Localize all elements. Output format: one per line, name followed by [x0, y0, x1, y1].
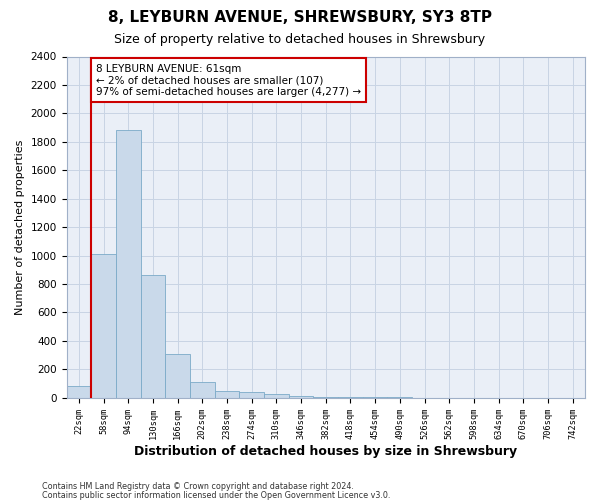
Text: Size of property relative to detached houses in Shrewsbury: Size of property relative to detached ho…	[115, 32, 485, 46]
Bar	[338, 397, 363, 398]
Bar	[116, 130, 140, 398]
Bar	[140, 276, 165, 398]
X-axis label: Distribution of detached houses by size in Shrewsbury: Distribution of detached houses by size …	[134, 444, 517, 458]
Bar	[289, 396, 313, 398]
Bar	[215, 390, 239, 398]
Text: 8 LEYBURN AVENUE: 61sqm
← 2% of detached houses are smaller (107)
97% of semi-de: 8 LEYBURN AVENUE: 61sqm ← 2% of detached…	[96, 64, 361, 97]
Bar	[91, 254, 116, 398]
Y-axis label: Number of detached properties: Number of detached properties	[15, 140, 25, 315]
Bar	[165, 354, 190, 398]
Bar	[67, 386, 91, 398]
Text: Contains HM Land Registry data © Crown copyright and database right 2024.: Contains HM Land Registry data © Crown c…	[42, 482, 354, 491]
Bar	[313, 397, 338, 398]
Text: 8, LEYBURN AVENUE, SHREWSBURY, SY3 8TP: 8, LEYBURN AVENUE, SHREWSBURY, SY3 8TP	[108, 10, 492, 25]
Bar	[190, 382, 215, 398]
Bar	[264, 394, 289, 398]
Bar	[239, 392, 264, 398]
Text: Contains public sector information licensed under the Open Government Licence v3: Contains public sector information licen…	[42, 490, 391, 500]
